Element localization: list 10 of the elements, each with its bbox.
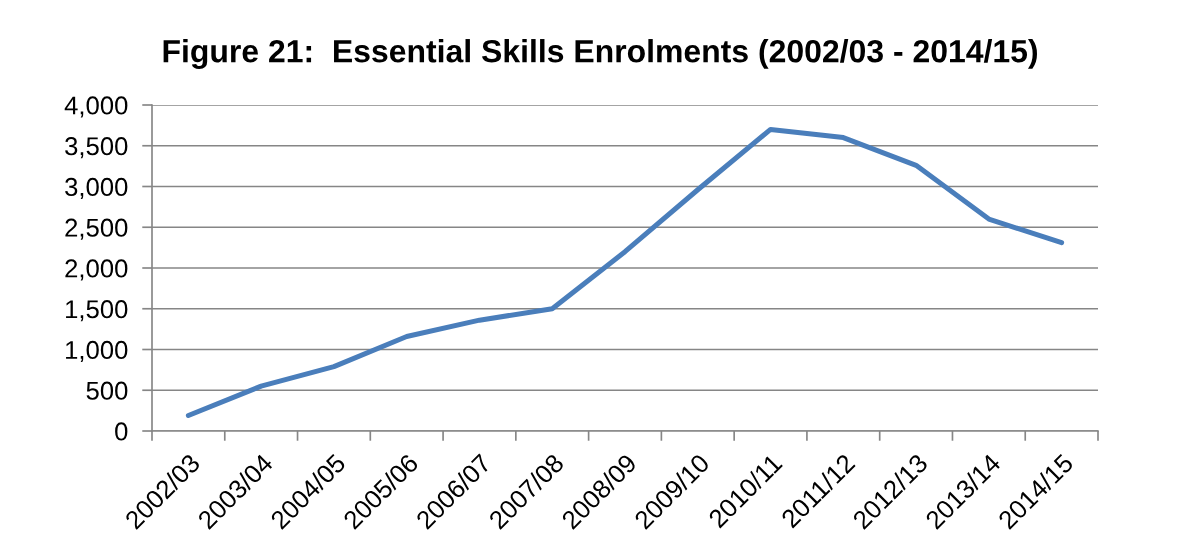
y-tick-label: 1,000 (66, 340, 128, 363)
y-tick-label: 1,500 (66, 300, 128, 322)
y-tick-label: 500 (86, 381, 128, 400)
y-tick-label: 3,000 (65, 177, 128, 200)
y-tick-label: 0 (115, 422, 128, 441)
y-tick-label: 2,000 (65, 259, 128, 281)
y-tick-label: 4,000 (64, 96, 128, 118)
y-tick-label: 3,500 (65, 137, 128, 159)
y-tick-label: 2,500 (65, 218, 128, 240)
chart-title: Figure 21: Essential Skills Enrolments (2002/03 - 2014/15) (163, 39, 1037, 69)
